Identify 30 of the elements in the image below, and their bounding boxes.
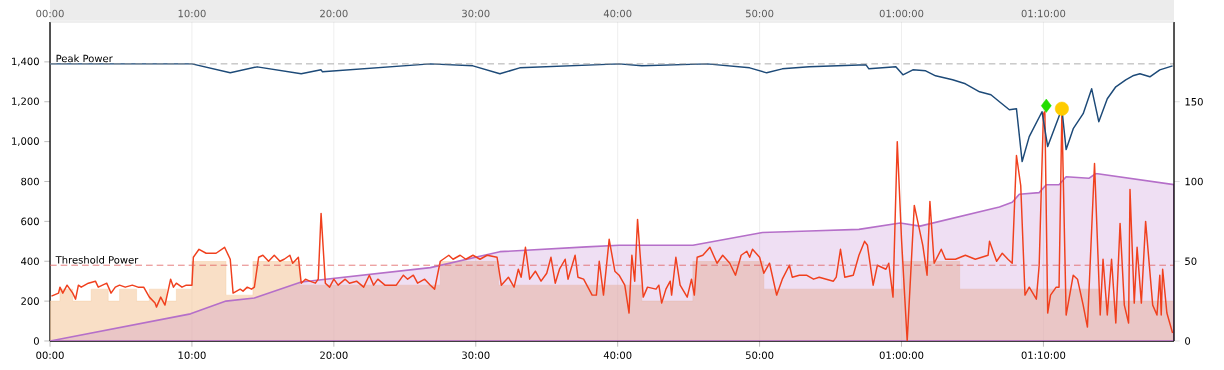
x2-tick-label: 01:00:00	[879, 351, 924, 359]
x-tick-label: 01:10:00	[1021, 9, 1066, 18]
x-tick-label: 30:00	[462, 9, 490, 18]
x2-tick-label: 30:00	[462, 351, 490, 359]
y-tick-label: 200	[21, 297, 39, 305]
y-tick-label: 600	[21, 217, 39, 226]
y-tick-label: 0	[33, 337, 39, 345]
y-tick-label: 1,400	[12, 57, 39, 67]
x-tick-label: 01:00:00	[879, 9, 924, 18]
x2-tick-label: 10:00	[178, 351, 206, 359]
x2-tick-label: 50:00	[745, 351, 774, 359]
x2-tick-label: 20:00	[320, 351, 348, 359]
y2-tick-label: 50	[1185, 257, 1197, 266]
y2-tick-label: 100	[1185, 177, 1203, 186]
y-tick-label: 400	[21, 257, 39, 266]
ref-line-label: Peak Power	[56, 54, 113, 63]
x-tick-label: 20:00	[320, 9, 348, 18]
y2-tick-label: 150	[1185, 97, 1203, 106]
y-tick-label: 1,200	[12, 97, 39, 107]
x-tick-label: 10:00	[178, 9, 206, 18]
y-tick-label: 800	[21, 177, 39, 186]
y2-tick-label: 0	[1185, 337, 1191, 345]
x-tick-label: 40:00	[603, 9, 632, 18]
x2-tick-label: 01:10:00	[1021, 351, 1066, 359]
x2-tick-label: 40:00	[603, 351, 632, 359]
x2-tick-label: 00:00	[36, 351, 64, 359]
y-tick-label: 1,000	[12, 137, 39, 146]
ref-line-label: Threshold Power	[55, 255, 139, 264]
x-tick-label: 00:00	[36, 9, 64, 18]
x-tick-label: 50:00	[745, 9, 774, 18]
